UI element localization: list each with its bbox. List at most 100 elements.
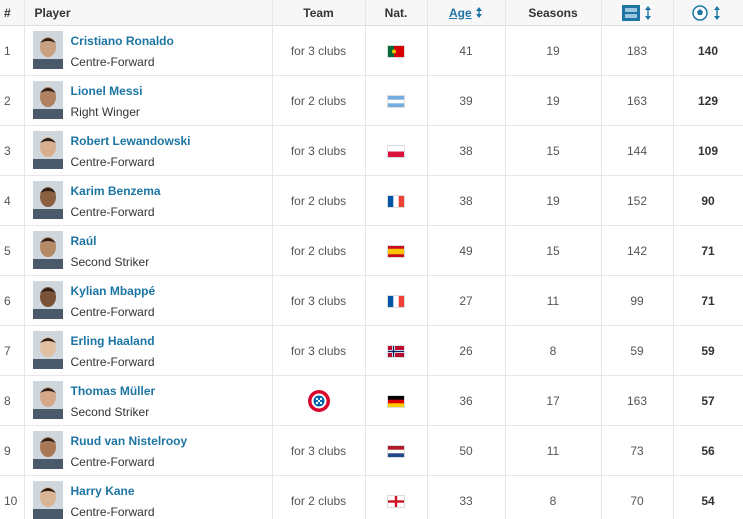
col-header: Nat. — [365, 0, 428, 26]
goals: 59 — [673, 325, 743, 376]
appearances: 70 — [601, 475, 674, 519]
seasons: 19 — [505, 75, 602, 126]
player-name[interactable]: Thomas Müller — [70, 384, 156, 398]
team-cell: for 3 clubs — [272, 425, 366, 476]
goals: 71 — [673, 275, 743, 326]
goals-icon — [692, 4, 720, 21]
age: 50 — [427, 425, 506, 476]
rank: 5 — [0, 225, 25, 276]
sort-link[interactable]: Age — [448, 5, 472, 20]
team-cell: for 2 clubs — [272, 75, 366, 126]
appearances: 144 — [601, 125, 674, 176]
appearances: 183 — [601, 25, 674, 76]
age: 33 — [427, 475, 506, 519]
player-name[interactable]: Karim Benzema — [70, 184, 161, 198]
nationality-cell — [365, 175, 428, 226]
seasons: 15 — [505, 225, 602, 276]
player-position: Second Striker — [70, 255, 150, 269]
player-info: Harry Kane Centre-Forward — [25, 476, 272, 519]
player-photo — [32, 381, 63, 419]
player-row: 3 Robert Lewandowski Centre-Forward for 3 c… — [0, 125, 743, 176]
nationality-cell — [365, 25, 428, 76]
player-cell: Cristiano Ronaldo Centre-Forward — [24, 25, 273, 76]
goals: 71 — [673, 225, 743, 276]
player-position: Centre-Forward — [70, 505, 155, 519]
player-name[interactable]: Ruud van Nistelrooy — [70, 434, 188, 448]
nationality-cell — [365, 275, 428, 326]
rank: 4 — [0, 175, 25, 226]
player-info: Robert Lewandowski Centre-Forward — [25, 126, 272, 175]
player-name[interactable]: Cristiano Ronaldo — [70, 34, 174, 48]
age: 38 — [427, 125, 506, 176]
player-row: 4 Karim Benzema Centre-Forward for 2 clubs 3… — [0, 175, 743, 226]
rank: 3 — [0, 125, 25, 176]
col-header: Team — [272, 0, 366, 26]
player-name[interactable]: Lionel Messi — [70, 84, 143, 98]
player-name[interactable]: Harry Kane — [70, 484, 135, 498]
goals: 54 — [673, 475, 743, 519]
goals: 90 — [673, 175, 743, 226]
player-photo — [32, 481, 63, 519]
nationality-cell — [365, 425, 428, 476]
age: 36 — [427, 375, 506, 426]
club-crest — [307, 389, 330, 412]
team-text: for 3 clubs — [290, 443, 347, 458]
player-row: 6 Kylian Mbappé Centre-Forward for 3 clubs 2… — [0, 275, 743, 326]
player-photo — [32, 31, 63, 69]
age: 41 — [427, 25, 506, 76]
team-text: for 2 clubs — [290, 493, 347, 508]
player-name[interactable]: Raúl — [70, 234, 97, 248]
player-row: 2 Lionel Messi Right Winger for 2 clubs 39 19… — [0, 75, 743, 126]
nationality-cell — [365, 375, 428, 426]
player-info: Thomas Müller Second Striker — [25, 376, 272, 425]
player-photo — [32, 81, 63, 119]
nationality-cell — [365, 225, 428, 276]
rank: 8 — [0, 375, 25, 426]
player-photo — [32, 181, 63, 219]
col-header-sort[interactable]: Age — [427, 0, 506, 26]
player-cell: Lionel Messi Right Winger — [24, 75, 273, 126]
team-cell: for 3 clubs — [272, 275, 366, 326]
flag — [387, 394, 405, 408]
player-position: Second Striker — [70, 405, 150, 419]
team-text: for 3 clubs — [290, 43, 347, 58]
col-header: Player — [24, 0, 273, 26]
appearances: 99 — [601, 275, 674, 326]
team-text: for 2 clubs — [290, 93, 347, 108]
player-info: Cristiano Ronaldo Centre-Forward — [25, 26, 272, 75]
player-info: Karim Benzema Centre-Forward — [25, 176, 272, 225]
player-name[interactable]: Erling Haaland — [70, 334, 155, 348]
player-position: Centre-Forward — [70, 355, 155, 369]
rank: 9 — [0, 425, 25, 476]
player-cell: Kylian Mbappé Centre-Forward — [24, 275, 273, 326]
player-name[interactable]: Robert Lewandowski — [70, 134, 191, 148]
team-cell — [272, 375, 366, 426]
team-cell: for 3 clubs — [272, 325, 366, 376]
flag — [387, 194, 405, 208]
goals: 129 — [673, 75, 743, 126]
player-row: 7 Erling Haaland Centre-Forward for 3 clubs… — [0, 325, 743, 376]
table-body: 1 Cristiano Ronaldo Centre-Forward for 3 cl… — [0, 25, 743, 519]
team-text: for 3 clubs — [290, 293, 347, 308]
col-header: Seasons — [505, 0, 602, 26]
player-cell: Erling Haaland Centre-Forward — [24, 325, 273, 376]
player-name[interactable]: Kylian Mbappé — [70, 284, 156, 298]
player-photo — [32, 431, 63, 469]
flag — [387, 294, 405, 308]
player-row: 10 Harry Kane Centre-Forward for 2 clubs 33 8… — [0, 475, 743, 519]
goals-header[interactable] — [673, 0, 743, 26]
player-position: Centre-Forward — [70, 205, 155, 219]
player-cell: Harry Kane Centre-Forward — [24, 475, 273, 519]
flag — [387, 44, 405, 58]
player-position: Centre-Forward — [70, 155, 155, 169]
team-text: for 3 clubs — [290, 143, 347, 158]
player-cell: Robert Lewandowski Centre-Forward — [24, 125, 273, 176]
apps-header[interactable] — [601, 0, 674, 26]
team-cell: for 2 clubs — [272, 175, 366, 226]
player-photo — [32, 281, 63, 319]
seasons: 11 — [505, 275, 602, 326]
player-info: Kylian Mbappé Centre-Forward — [25, 276, 272, 325]
nationality-cell — [365, 75, 428, 126]
flag — [387, 444, 405, 458]
nationality-cell — [365, 475, 428, 519]
